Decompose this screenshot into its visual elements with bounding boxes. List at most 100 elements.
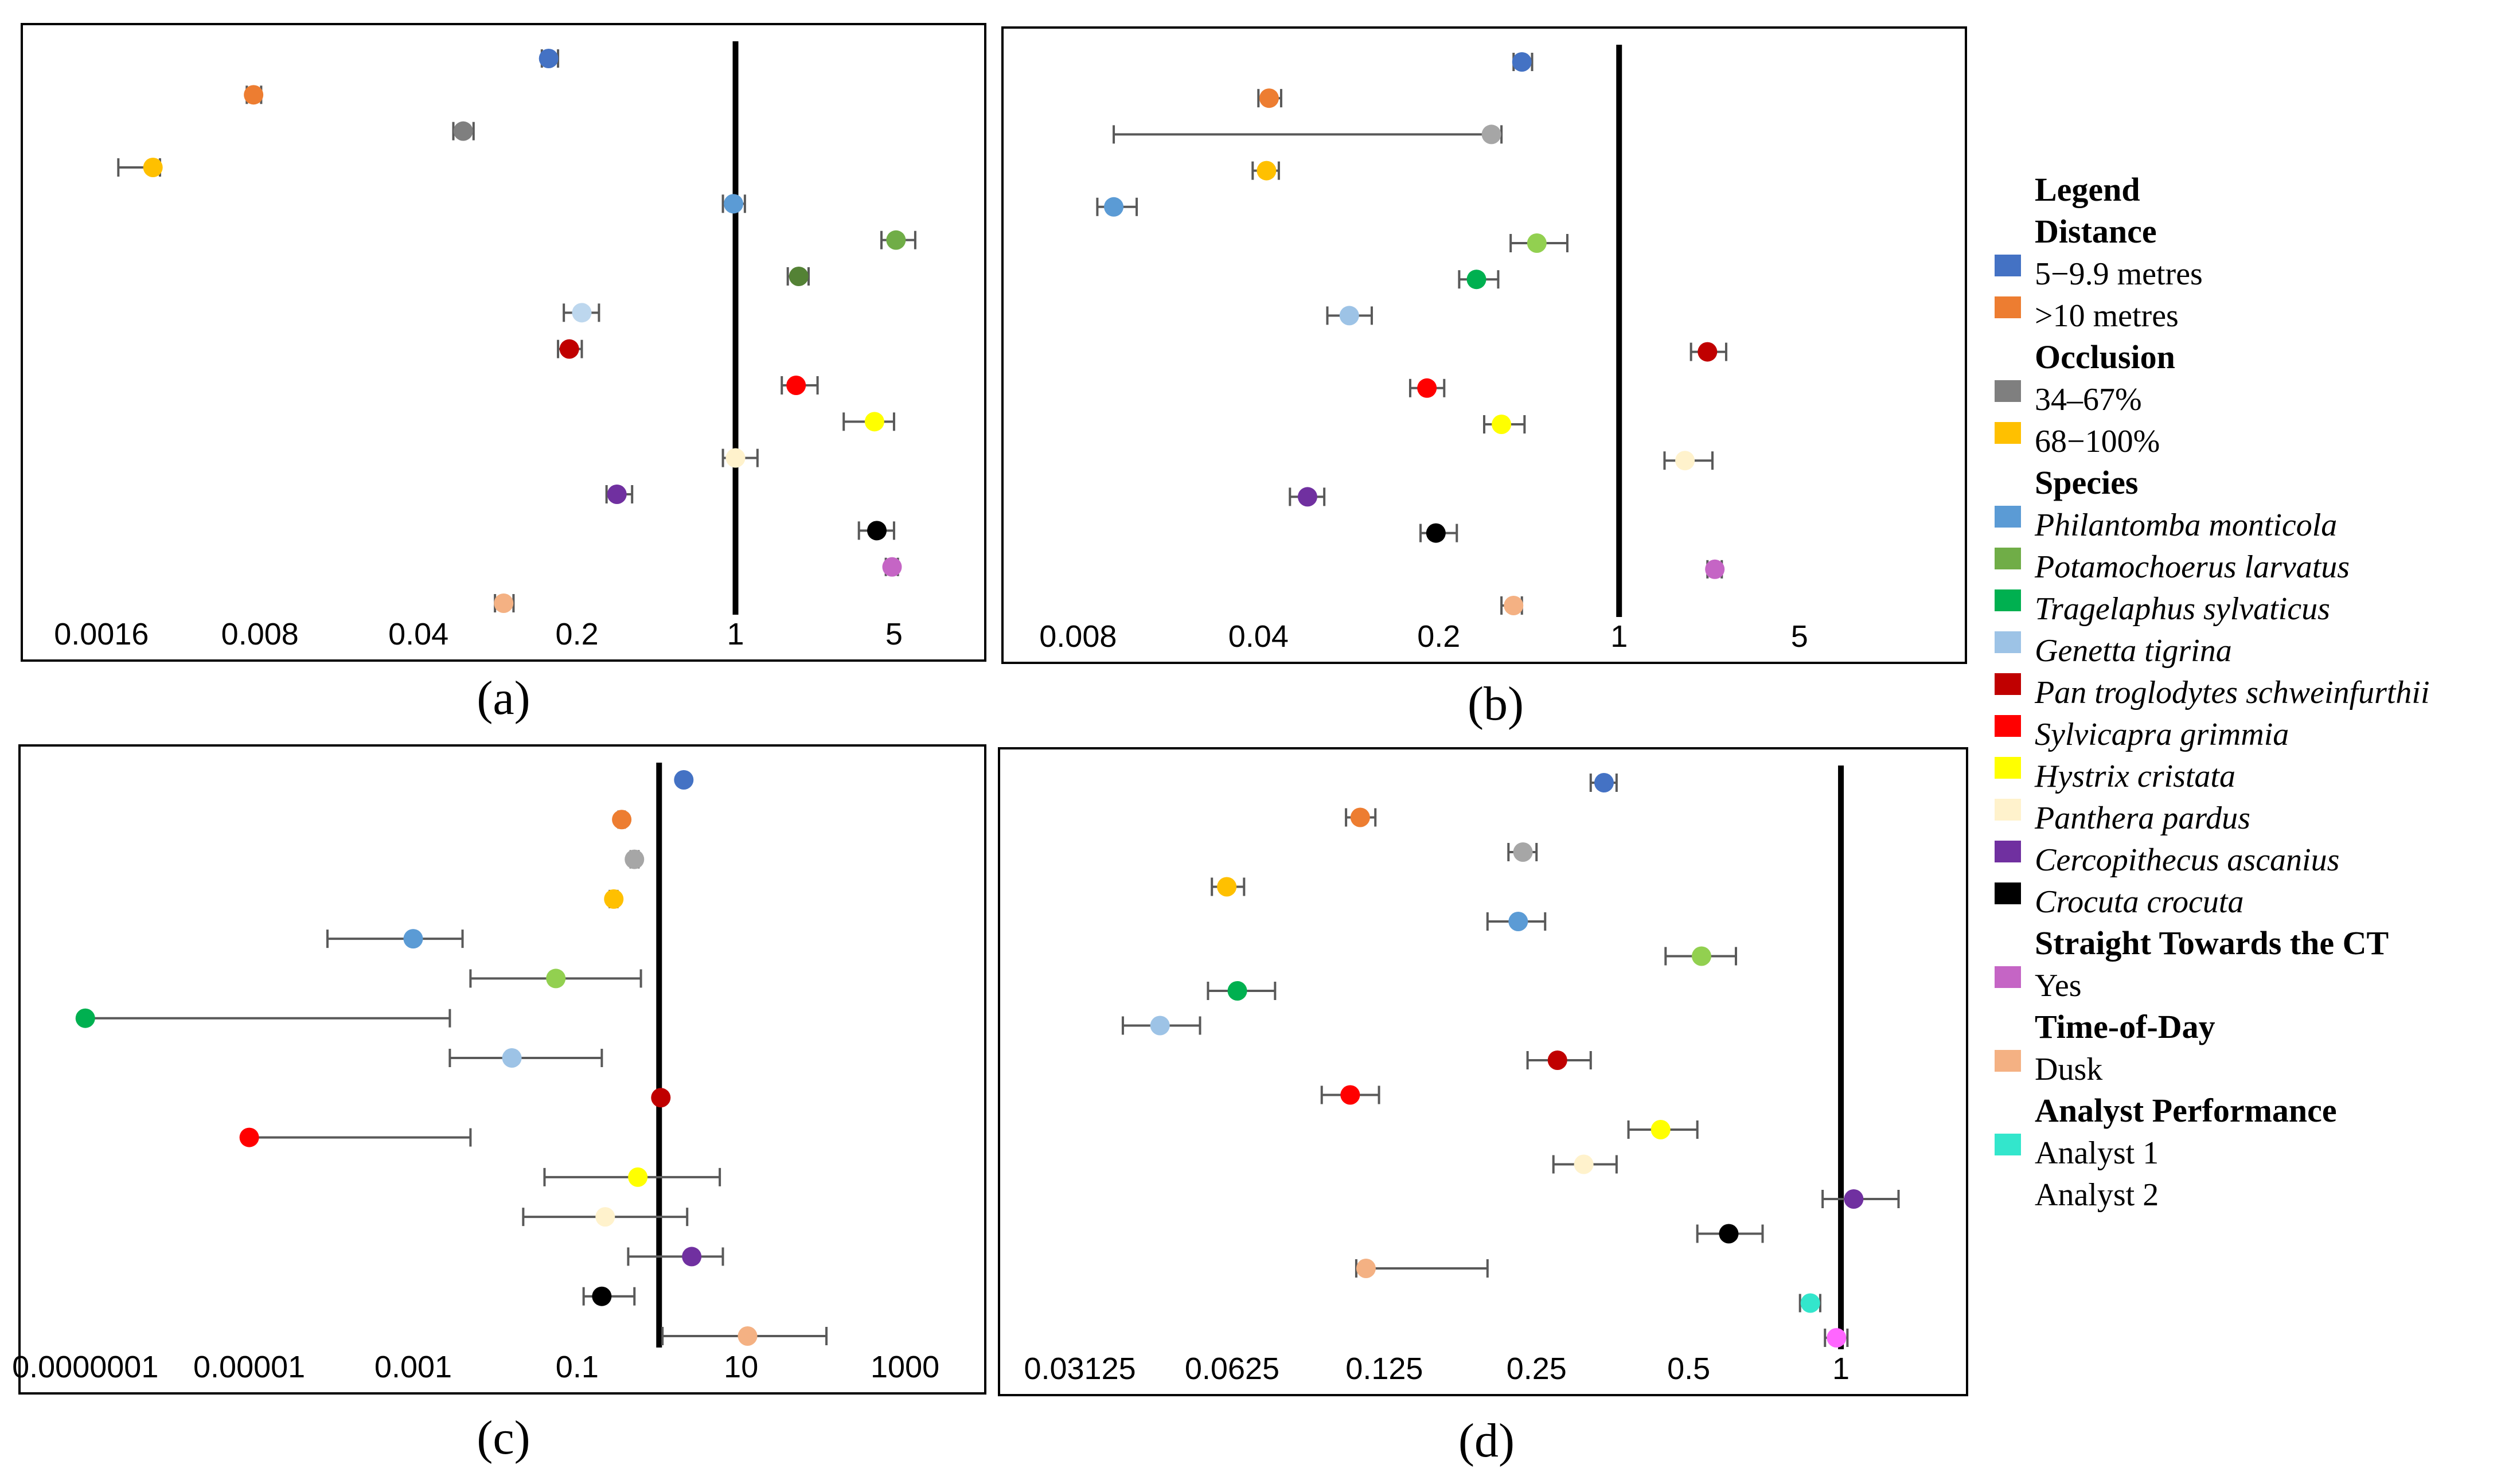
point-estimate <box>1257 161 1277 181</box>
estimate-1 <box>1257 88 1282 108</box>
estimate-7 <box>1121 1016 1201 1036</box>
legend: Legend Distance 5−9.9 metres >10 metres Occl… <box>1995 171 2430 1213</box>
point-estimate <box>1691 946 1711 966</box>
point-estimate <box>604 889 624 909</box>
point-estimate <box>1481 124 1501 145</box>
panel-frame <box>21 23 986 662</box>
legend-swatch <box>1995 757 2021 779</box>
legend-entry: Hystrix cristata <box>1995 757 2235 794</box>
estimate-4 <box>1486 912 1547 931</box>
legend-entry: Tragelaphus sylvaticus <box>1995 589 2330 627</box>
point-estimate <box>674 770 694 790</box>
x-tick-label: 0.04 <box>1228 619 1289 654</box>
x-tick-label: 5 <box>885 617 903 651</box>
x-tick-label: 1 <box>1610 619 1628 654</box>
x-tick-label: 0.1 <box>556 1350 599 1384</box>
estimate-2 <box>452 121 475 141</box>
estimate-10 <box>543 1167 721 1187</box>
estimate-13 <box>582 1286 636 1306</box>
estimate-14 <box>661 1326 828 1346</box>
estimate-6 <box>1458 270 1500 290</box>
estimate-1 <box>244 85 264 105</box>
legend-label: Sylvicapra grimmia <box>2035 717 2289 752</box>
panels: 0.0016 0.008 0.04 0.2 1 5 (a) 0.008 0.04 0.2 1 5 (b)… <box>12 23 1968 1467</box>
estimate-7 <box>448 1048 603 1068</box>
legend-entry: 5−9.9 metres <box>1995 255 2203 292</box>
x-tick-label: 10 <box>724 1350 758 1384</box>
estimate-8 <box>1689 342 1727 362</box>
legend-entry: Pan troglodytes schweinfurthii <box>1995 673 2430 710</box>
legend-group-heading: Straight Towards the CT <box>2035 924 2389 962</box>
point-estimate <box>1800 1293 1820 1313</box>
legend-swatch <box>1995 548 2021 569</box>
estimate-0 <box>539 49 560 68</box>
point-estimate <box>239 1127 259 1147</box>
estimate-13 <box>1696 1224 1764 1244</box>
point-estimate <box>1547 1050 1567 1070</box>
point-estimate <box>628 1167 648 1187</box>
legend-swatch <box>1995 841 2021 862</box>
estimate-4 <box>326 929 464 949</box>
estimate-0 <box>1512 52 1534 72</box>
legend-label: Yes <box>2035 968 2081 1003</box>
point-estimate <box>1705 559 1725 579</box>
legend-swatch <box>1995 715 2021 737</box>
estimate-3 <box>1251 161 1280 181</box>
estimate-4 <box>721 194 746 214</box>
legend-label: Analyst 2 <box>2035 1177 2159 1213</box>
point-estimate <box>1574 1154 1594 1174</box>
estimate-10 <box>1627 1120 1699 1139</box>
estimate-8 <box>557 339 583 359</box>
estimate-12 <box>1289 487 1326 507</box>
estimate-12 <box>605 485 634 504</box>
estimate-10 <box>842 412 895 432</box>
panel-label: (a) <box>477 671 530 725</box>
point-estimate <box>1297 487 1317 507</box>
legend-entry: 34–67% <box>1995 380 2142 417</box>
x-tick-label: 1 <box>727 617 744 651</box>
estimate-14 <box>1355 1259 1489 1278</box>
point-estimate <box>1719 1224 1739 1244</box>
panel-frame <box>18 744 986 1395</box>
x-tick-label: 0.5 <box>1667 1352 1710 1386</box>
point-estimate <box>612 810 632 830</box>
legend-label: Crocuta crocuta <box>2035 884 2243 920</box>
panel-d: 0.03125 0.0625 0.125 0.25 0.5 1 (d) <box>998 747 1968 1467</box>
point-estimate <box>1150 1016 1170 1036</box>
legend-title: Legend <box>2035 171 2140 208</box>
legend-swatch <box>1995 380 2021 402</box>
estimate-2 <box>1113 124 1503 145</box>
panel-frame <box>998 747 1968 1396</box>
legend-label: Hystrix cristata <box>2034 759 2235 794</box>
x-tick-label: 0.00001 <box>193 1350 305 1384</box>
legend-entry: Potamochoerus larvatus <box>1995 548 2350 585</box>
estimate-14 <box>1705 559 1725 579</box>
estimate-3 <box>1211 877 1246 897</box>
estimate-5 <box>880 230 916 250</box>
legend-group-heading: Occlusion <box>2035 338 2175 376</box>
point-estimate <box>453 121 473 141</box>
x-tick-label: 0.008 <box>221 617 299 651</box>
legend-entry: Dusk <box>1995 1050 2102 1087</box>
panel-a: 0.0016 0.008 0.04 0.2 1 5 (a) <box>21 23 986 725</box>
point-estimate <box>1827 1328 1847 1348</box>
point-estimate <box>75 1008 95 1028</box>
estimate-11 <box>1552 1154 1618 1174</box>
estimate-10 <box>1483 415 1526 434</box>
point-estimate <box>1340 1085 1360 1105</box>
point-estimate <box>1492 415 1512 434</box>
estimate-1 <box>1345 807 1377 827</box>
legend-swatch <box>1995 966 2021 988</box>
estimate-14 <box>882 557 902 577</box>
legend-swatch <box>1995 422 2021 444</box>
estimate-6 <box>1207 981 1277 1001</box>
point-estimate <box>1513 842 1533 862</box>
legend-label: Cercopithecus ascanius <box>2035 842 2339 878</box>
legend-entry: Yes <box>1995 966 2081 1003</box>
estimate-6 <box>786 267 810 286</box>
point-estimate <box>738 1326 758 1346</box>
point-estimate <box>786 376 806 395</box>
point-estimate <box>1104 197 1124 217</box>
point-estimate <box>882 557 902 577</box>
point-estimate <box>539 49 559 68</box>
